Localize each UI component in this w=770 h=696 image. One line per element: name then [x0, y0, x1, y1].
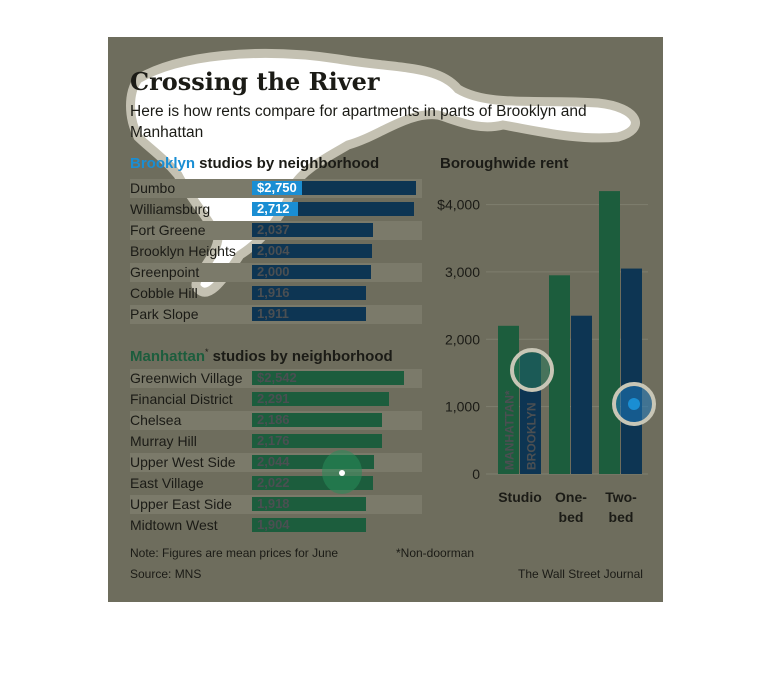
category-label: Two- [605, 489, 637, 505]
manhattan-row: Murray Hill 2,176 [130, 432, 422, 451]
chart-subtitle: Here is how rents compare for apartments… [130, 103, 587, 141]
manhattan-row: East Village 2,022 [130, 474, 422, 493]
manhattan-row: Upper West Side 2,044 [130, 453, 422, 472]
manhattan-row: Midtown West 1,904 [130, 516, 422, 535]
manhattan-row: Upper East Side 1,918 [130, 495, 422, 514]
brooklyn-row-bar [252, 223, 373, 237]
source-note: Source: MNS [130, 567, 202, 581]
brooklyn-row-value: 2,004 [257, 243, 290, 258]
brooklyn-row: Park Slope 1,911 [130, 305, 422, 324]
brooklyn-row: Greenpoint 2,000 [130, 263, 422, 282]
manhattan-row-name: Midtown West [130, 517, 218, 533]
series-label: BROOKLYN [525, 402, 539, 470]
brooklyn-row-name: Williamsburg [130, 201, 211, 217]
brooklyn-row-name: Fort Greene [130, 222, 206, 238]
brooklyn-row-name: Park Slope [130, 306, 199, 322]
manhattan-row-name: Upper East Side [130, 496, 232, 512]
manhattan-row-value: 1,904 [257, 517, 290, 532]
manhattan-row-bar [252, 392, 389, 406]
manhattan-row-name: East Village [130, 475, 204, 491]
brooklyn-row-name: Cobble Hill [130, 285, 198, 301]
brooklyn-heading-rest: studios by neighborhood [195, 155, 380, 172]
manhattan-row-value: 2,186 [257, 412, 290, 427]
brooklyn-row-value: $2,750 [257, 180, 297, 195]
brooklyn-row-bar [252, 202, 414, 216]
category-label: bed [559, 509, 584, 525]
bar-manhattan-2 [599, 191, 620, 474]
manhattan-row: Greenwich Village $2,542 [130, 369, 422, 388]
manhattan-row-value: $2,542 [257, 370, 297, 385]
brooklyn-row-value: 1,911 [257, 306, 289, 321]
manhattan-heading-mark: * [205, 347, 209, 357]
series-label: MANHATTAN* [503, 390, 517, 470]
infographic-panel: Crossing the River Here is how rents com… [108, 37, 663, 602]
footnote: Note: Figures are mean prices for June [130, 546, 339, 560]
brooklyn-row-name: Dumbo [130, 180, 176, 196]
category-label: Studio [498, 489, 542, 505]
manhattan-heading: Manhattan* studios by neighborhood [130, 347, 393, 365]
brooklyn-row-bar [252, 244, 372, 258]
manhattan-row-name: Murray Hill [130, 433, 197, 449]
manhattan-row-name: Chelsea [130, 412, 182, 428]
brooklyn-row-bar [252, 181, 416, 195]
y-tick-label: 1,000 [445, 399, 480, 415]
brooklyn-row-name: Greenpoint [130, 264, 200, 280]
chart-title: Crossing the River [130, 67, 380, 96]
manhattan-row: Chelsea 2,186 [130, 411, 422, 430]
brooklyn-row-name: Brooklyn Heights [130, 243, 236, 259]
brooklyn-row-bar [252, 265, 371, 279]
brooklyn-row: Fort Greene 2,037 [130, 221, 422, 240]
manhattan-row-name: Greenwich Village [130, 370, 243, 386]
brooklyn-row-bar [252, 286, 366, 300]
manhattan-row-bar [252, 371, 404, 385]
y-tick-label: 3,000 [445, 264, 480, 280]
credit-note: The Wall Street Journal [518, 567, 643, 581]
manhattan-row-value: 2,022 [257, 475, 290, 490]
brooklyn-row: Dumbo $2,750 [130, 179, 422, 198]
boroughwide-heading: Boroughwide rent [440, 155, 569, 172]
y-tick-label: 0 [472, 466, 480, 482]
brooklyn-row-value: 2,037 [257, 222, 290, 237]
category-label: bed [609, 509, 634, 525]
brooklyn-row-value: 2,712 [257, 201, 290, 216]
manhattan-row-name: Financial District [130, 391, 233, 407]
manhattan-row-name: Upper West Side [130, 454, 236, 470]
brooklyn-row: Cobble Hill 1,916 [130, 284, 422, 303]
manhattan-row-bar [252, 518, 366, 532]
category-label: One- [555, 489, 587, 505]
brooklyn-heading-word: Brooklyn [130, 155, 196, 172]
manhattan-row: Financial District 2,291 [130, 390, 422, 409]
manhattan-row-value: 2,044 [257, 454, 290, 469]
manhattan-heading-rest: studios by neighborhood [208, 348, 393, 365]
manhattan-row-bar [252, 497, 366, 511]
manhattan-row-value: 2,176 [257, 433, 290, 448]
bar-brooklyn-1 [571, 315, 592, 474]
boroughwide-bar-chart: 0 1,000 2,000 3,000 $4,000 MANHATTAN* BROOKLYN… [437, 191, 648, 525]
manhattan-heading-word: Manhattan [130, 348, 205, 365]
manhattan-row-value: 1,918 [257, 496, 290, 511]
asterisk-note: *Non-doorman [396, 546, 475, 560]
manhattan-row-bar [252, 413, 382, 427]
bar-brooklyn-2 [621, 268, 642, 474]
brooklyn-row-bar-highlight [252, 181, 302, 195]
brooklyn-row: Brooklyn Heights 2,004 [130, 242, 422, 261]
manhattan-row-value: 2,291 [257, 391, 290, 406]
brooklyn-row: Williamsburg 2,712 [130, 200, 422, 219]
brooklyn-row-value: 2,000 [257, 264, 290, 279]
brooklyn-row-bar-highlight [252, 202, 298, 216]
bar-manhattan-1 [549, 275, 570, 474]
brooklyn-row-bar [252, 307, 366, 321]
brooklyn-heading: Brooklyn studios by neighborhood [130, 155, 379, 172]
y-tick-label: 2,000 [445, 331, 480, 347]
brooklyn-row-value: 1,916 [257, 285, 290, 300]
y-tick-label: $4,000 [437, 197, 480, 213]
manhattan-row-bar [252, 434, 382, 448]
